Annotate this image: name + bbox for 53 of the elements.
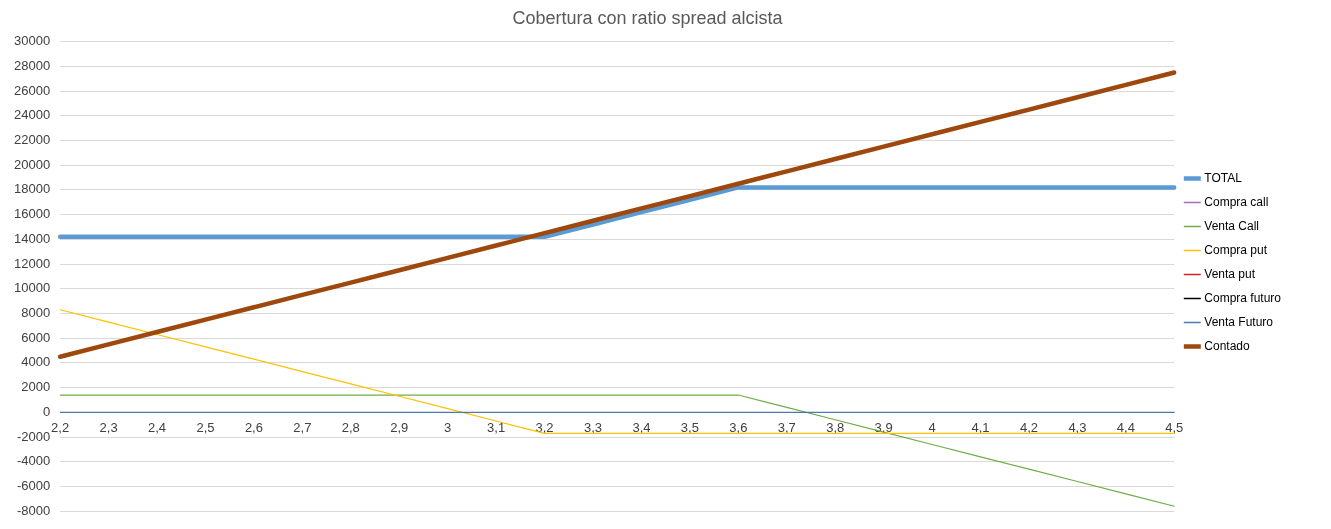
x-tick-label: 4,4	[1116, 419, 1135, 435]
x-tick-label: 2,8	[341, 419, 360, 435]
x-tick-label: 3,1	[487, 419, 506, 435]
x-tick-label: 4,3	[1068, 419, 1087, 435]
legend-label: Venta put	[1204, 266, 1256, 281]
y-tick-label: -2000	[16, 428, 51, 444]
x-tick-label: 4	[928, 419, 936, 435]
legend-label: Compra put	[1204, 242, 1268, 257]
y-tick-label: 6000	[21, 329, 51, 345]
y-tick-label: 16000	[13, 206, 51, 222]
y-tick-label: -4000	[16, 453, 51, 469]
x-tick-label: 3,9	[874, 419, 893, 435]
y-tick-label: 24000	[13, 107, 51, 123]
legend-label: Venta Futuro	[1204, 314, 1274, 329]
y-tick-label: 20000	[13, 156, 51, 172]
legend-label: Compra futuro	[1204, 290, 1282, 305]
y-tick-label: 30000	[13, 33, 51, 49]
legend-label: Compra call	[1204, 194, 1269, 209]
x-tick-label: 2,9	[390, 419, 409, 435]
x-tick-label: 3	[444, 419, 452, 435]
x-tick-label: 2,6	[244, 419, 263, 435]
y-tick-label: -8000	[16, 502, 51, 518]
x-tick-label: 3,3	[583, 419, 603, 435]
x-tick-label: 4,1	[971, 419, 990, 435]
x-tick-label: 4,2	[1019, 419, 1039, 435]
x-tick-label: 4,5	[1165, 419, 1184, 435]
x-tick-label: 2,7	[293, 419, 312, 435]
y-tick-label: 12000	[13, 255, 51, 271]
y-tick-label: 8000	[21, 305, 51, 321]
y-tick-label: 2000	[21, 379, 51, 395]
legend-label: TOTAL	[1204, 170, 1243, 185]
x-tick-label: 3,7	[777, 419, 796, 435]
x-tick-label: 2,5	[196, 419, 215, 435]
y-tick-label: 4000	[21, 354, 51, 370]
x-tick-label: 2,4	[147, 419, 167, 435]
y-tick-label: 10000	[13, 280, 51, 296]
y-tick-label: 22000	[13, 132, 51, 148]
x-tick-label: 3,8	[826, 419, 845, 435]
legend-label: Venta Call	[1204, 218, 1259, 233]
chart-title: Cobertura con ratio spread alcista	[512, 7, 784, 28]
y-tick-label: 28000	[13, 57, 51, 73]
x-tick-label: 3,6	[729, 419, 748, 435]
x-tick-label: 3,2	[535, 419, 554, 435]
y-tick-label: 14000	[13, 230, 51, 246]
y-tick-label: 26000	[13, 82, 51, 98]
x-tick-label: 2,2	[51, 419, 70, 435]
x-tick-label: 3,4	[632, 419, 651, 435]
y-tick-label: -6000	[16, 478, 51, 494]
y-tick-label: 18000	[13, 181, 51, 197]
x-tick-label: 3,5	[680, 419, 699, 435]
y-tick-label: 0	[42, 403, 51, 419]
legend-label: Contado	[1204, 338, 1250, 353]
x-tick-label: 2,3	[99, 419, 118, 435]
